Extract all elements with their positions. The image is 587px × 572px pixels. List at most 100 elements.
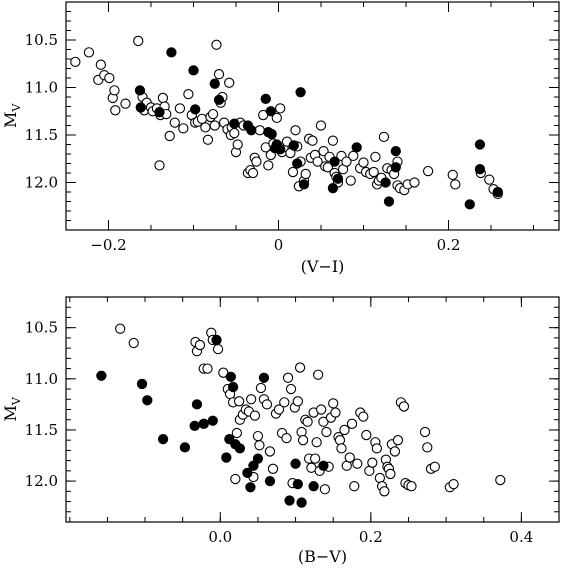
open-data-point [448,479,459,490]
open-data-point [255,382,267,394]
open-data-point [213,69,225,80]
open-data-point [296,426,307,438]
filled-data-point [209,78,220,89]
open-data-point [157,92,169,104]
open-data-point [292,396,303,407]
y-tick-label: 11.5 [25,126,58,144]
filled-data-point [292,158,303,169]
filled-data-point [296,497,307,508]
open-data-point [209,120,220,131]
open-data-point [419,426,431,438]
open-data-point [309,453,321,464]
open-data-point [371,443,383,454]
filled-data-point [390,162,401,173]
open-data-point [368,166,379,178]
open-data-point [348,150,359,162]
open-data-point [273,404,285,415]
open-data-point [312,156,323,167]
open-data-point [281,432,292,444]
filled-data-point [166,47,177,58]
open-data-point [392,435,404,446]
filled-data-point [142,395,153,406]
open-data-point [254,125,265,136]
filled-data-point [308,481,319,492]
x-tick-label: 0.2 [437,236,461,254]
filled-data-point [234,443,246,454]
y-tick-label: 12.0 [25,472,58,490]
filled-data-point [213,94,225,105]
open-data-point [341,156,352,167]
x-tick-label: 0 [274,236,284,254]
filled-data-point [258,372,270,383]
open-data-point [346,418,358,429]
filled-data-point [179,442,191,453]
open-data-point [379,486,390,497]
open-data-point [267,463,279,474]
open-data-point [484,174,495,185]
open-data-point [233,396,245,407]
open-data-point [196,113,208,124]
open-data-point [83,47,95,58]
open-data-point [232,139,243,150]
open-data-point [290,125,301,136]
open-data-point [300,168,311,180]
filled-data-point [380,177,391,188]
open-data-point [154,160,165,171]
open-data-point [297,435,309,446]
open-data-point [385,468,396,480]
x-tick-label: −0.2 [90,236,126,254]
open-data-point [212,344,224,355]
open-data-point [275,103,286,114]
open-data-point [252,430,264,442]
filled-data-point [154,107,165,118]
open-data-point [307,135,318,146]
open-data-point [169,117,180,128]
open-data-point [263,160,274,171]
x-tick-label: 0.2 [359,528,383,546]
open-data-point [115,323,126,334]
open-data-point [246,394,257,405]
filled-data-point [135,102,146,113]
open-data-point [109,85,120,96]
open-data-point [358,157,369,168]
filled-data-point [225,371,236,382]
filled-data-point [298,179,310,190]
filled-data-point [383,196,395,207]
open-data-point [70,56,81,67]
filled-data-point [351,142,362,153]
open-data-point [110,105,121,116]
filled-data-point [329,156,340,167]
y-tick-label: 10.5 [25,319,58,337]
open-data-point [104,72,115,84]
open-data-point [378,131,390,143]
open-data-point [319,484,331,495]
filled-data-point [198,418,209,429]
open-data-point [294,362,306,373]
filled-data-point [284,495,295,506]
filled-data-point [190,104,201,115]
open-data-point [312,369,324,380]
x-axis-label: (B−V) [298,547,347,566]
open-data-point [352,458,363,469]
open-data-point [450,179,461,190]
filled-data-point [136,378,148,390]
filled-data-point [260,93,271,105]
open-data-point [316,404,327,415]
open-data-point [447,169,458,181]
y-tick-label: 12.0 [25,174,58,192]
open-data-point [207,108,219,120]
open-data-point [358,411,369,422]
filled-data-point [492,186,503,198]
open-data-point [279,397,290,408]
open-data-point [178,123,189,134]
open-data-point [334,435,346,446]
open-data-point [495,474,506,486]
filled-data-point [221,452,232,463]
open-data-point [344,452,355,463]
open-data-point [261,399,273,410]
filled-data-point [227,381,239,393]
open-data-point [224,77,235,88]
filled-data-point [189,420,200,432]
filled-data-point [242,467,253,479]
